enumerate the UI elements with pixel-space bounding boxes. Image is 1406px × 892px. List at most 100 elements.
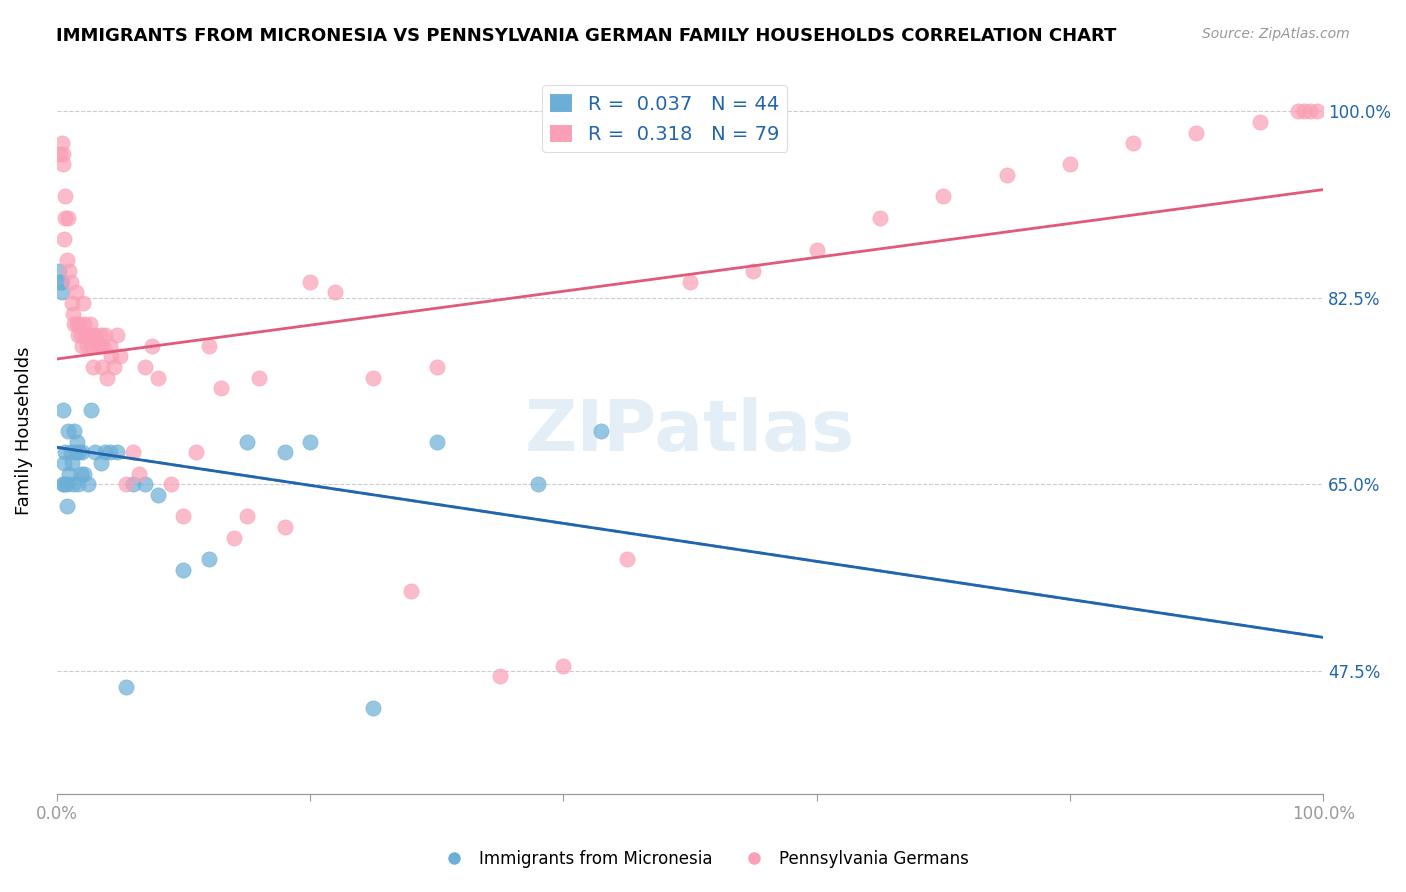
Point: [141, 339, 163, 353]
Point: [63, 318, 86, 332]
Point: [247, 371, 270, 385]
Point: [65, 445, 87, 459]
Point: [52, 402, 75, 417]
Point: [73, 467, 96, 481]
Point: [742, 264, 765, 278]
Point: [77, 477, 100, 491]
Point: [159, 477, 181, 491]
Point: [489, 669, 512, 683]
Point: [103, 360, 125, 375]
Point: [52, 146, 75, 161]
Point: [146, 371, 169, 385]
Point: [49, 146, 72, 161]
Point: [1059, 157, 1081, 171]
Point: [62, 307, 84, 321]
Point: [426, 434, 449, 449]
Point: [83, 328, 105, 343]
Point: [63, 424, 86, 438]
Point: [51, 285, 73, 300]
Point: [235, 434, 257, 449]
Point: [134, 477, 156, 491]
Point: [98, 445, 121, 459]
Point: [79, 318, 101, 332]
Point: [52, 157, 75, 171]
Point: [197, 339, 219, 353]
Point: [90, 456, 112, 470]
Point: [51, 136, 73, 151]
Point: [75, 328, 97, 343]
Legend: R =  0.037   N = 44, R =  0.318   N = 79: R = 0.037 N = 44, R = 0.318 N = 79: [541, 86, 787, 152]
Point: [273, 445, 295, 459]
Point: [806, 243, 828, 257]
Point: [56, 211, 79, 225]
Point: [426, 360, 449, 375]
Point: [69, 467, 91, 481]
Point: [399, 584, 422, 599]
Point: [55, 211, 77, 225]
Point: [93, 445, 115, 459]
Point: [1185, 126, 1208, 140]
Point: [932, 189, 955, 203]
Point: [98, 339, 121, 353]
Point: [67, 318, 90, 332]
Y-axis label: Family Households: Family Households: [15, 347, 32, 516]
Point: [115, 680, 138, 694]
Point: [1299, 104, 1322, 119]
Point: [616, 552, 638, 566]
Point: [62, 477, 84, 491]
Point: [93, 339, 115, 353]
Point: [1122, 136, 1144, 151]
Point: [60, 296, 83, 310]
Point: [49, 275, 72, 289]
Point: [86, 339, 108, 353]
Point: [55, 445, 77, 459]
Point: [146, 488, 169, 502]
Legend: Immigrants from Micronesia, Pennsylvania Germans: Immigrants from Micronesia, Pennsylvania…: [430, 844, 976, 875]
Point: [66, 434, 89, 449]
Point: [56, 424, 79, 438]
Point: [361, 371, 384, 385]
Point: [209, 381, 232, 395]
Point: [1294, 104, 1316, 119]
Point: [69, 328, 91, 343]
Point: [134, 360, 156, 375]
Point: [121, 445, 143, 459]
Text: ZIPatlas: ZIPatlas: [524, 397, 855, 466]
Point: [55, 499, 77, 513]
Point: [83, 445, 105, 459]
Point: [1249, 115, 1271, 129]
Point: [51, 275, 73, 289]
Point: [121, 477, 143, 491]
Point: [679, 275, 702, 289]
Point: [55, 477, 77, 491]
Point: [60, 456, 83, 470]
Point: [298, 434, 321, 449]
Point: [53, 232, 76, 246]
Point: [52, 477, 75, 491]
Point: [93, 328, 115, 343]
Point: [66, 318, 89, 332]
Point: [59, 445, 82, 459]
Point: [527, 477, 550, 491]
Point: [70, 445, 93, 459]
Point: [995, 168, 1018, 182]
Text: Source: ZipAtlas.com: Source: ZipAtlas.com: [1202, 27, 1350, 41]
Point: [235, 509, 257, 524]
Point: [591, 424, 613, 438]
Point: [65, 285, 87, 300]
Point: [58, 467, 80, 481]
Point: [172, 509, 194, 524]
Point: [197, 552, 219, 566]
Point: [89, 339, 111, 353]
Point: [128, 467, 150, 481]
Point: [1286, 104, 1309, 119]
Point: [361, 701, 384, 715]
Point: [1306, 104, 1329, 119]
Point: [77, 328, 100, 343]
Point: [80, 328, 103, 343]
Point: [76, 339, 98, 353]
Point: [53, 477, 76, 491]
Point: [172, 563, 194, 577]
Point: [67, 328, 90, 343]
Point: [184, 445, 207, 459]
